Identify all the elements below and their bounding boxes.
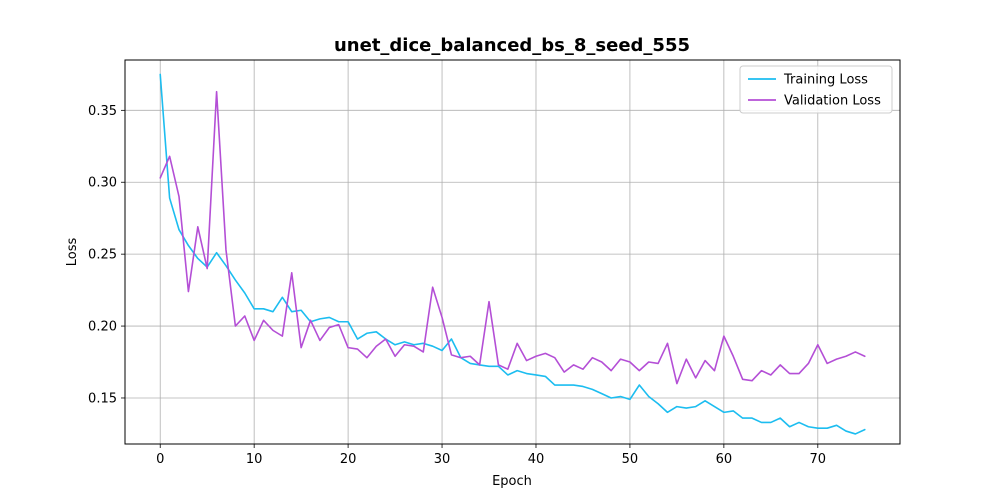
grid [125, 60, 900, 444]
chart-title: unet_dice_balanced_bs_8_seed_555 [334, 35, 690, 56]
legend: Training Loss Validation Loss [739, 65, 893, 114]
y-axis-label: Loss [65, 238, 80, 267]
y-tick-label: 0.20 [88, 320, 117, 335]
plot-frame [124, 59, 901, 445]
x-tick-label: 20 [340, 452, 357, 467]
x-tick-label: 10 [246, 452, 263, 467]
series-layer [159, 73, 866, 435]
y-tick-label: 0.30 [88, 176, 117, 191]
x-axis: 0 10 20 30 40 50 60 70 [156, 444, 826, 467]
series-line-training-loss [159, 73, 866, 435]
x-tick-label: 50 [622, 452, 639, 467]
y-tick-label: 0.15 [88, 391, 117, 406]
legend-label-training-loss: Training Loss [783, 73, 868, 88]
y-axis: 0.15 0.20 0.25 0.30 0.35 [88, 104, 125, 406]
x-tick-label: 40 [528, 452, 545, 467]
x-tick-label: 0 [156, 452, 164, 467]
series-line-validation-loss [159, 90, 866, 385]
x-axis-label: Epoch [492, 474, 532, 489]
legend-label-validation-loss: Validation Loss [784, 94, 881, 109]
x-tick-label: 70 [810, 452, 827, 467]
x-tick-label: 30 [434, 452, 451, 467]
y-tick-label: 0.35 [88, 104, 117, 119]
y-tick-label: 0.25 [88, 248, 117, 263]
legend-box [739, 65, 893, 114]
x-tick-label: 60 [716, 452, 733, 467]
